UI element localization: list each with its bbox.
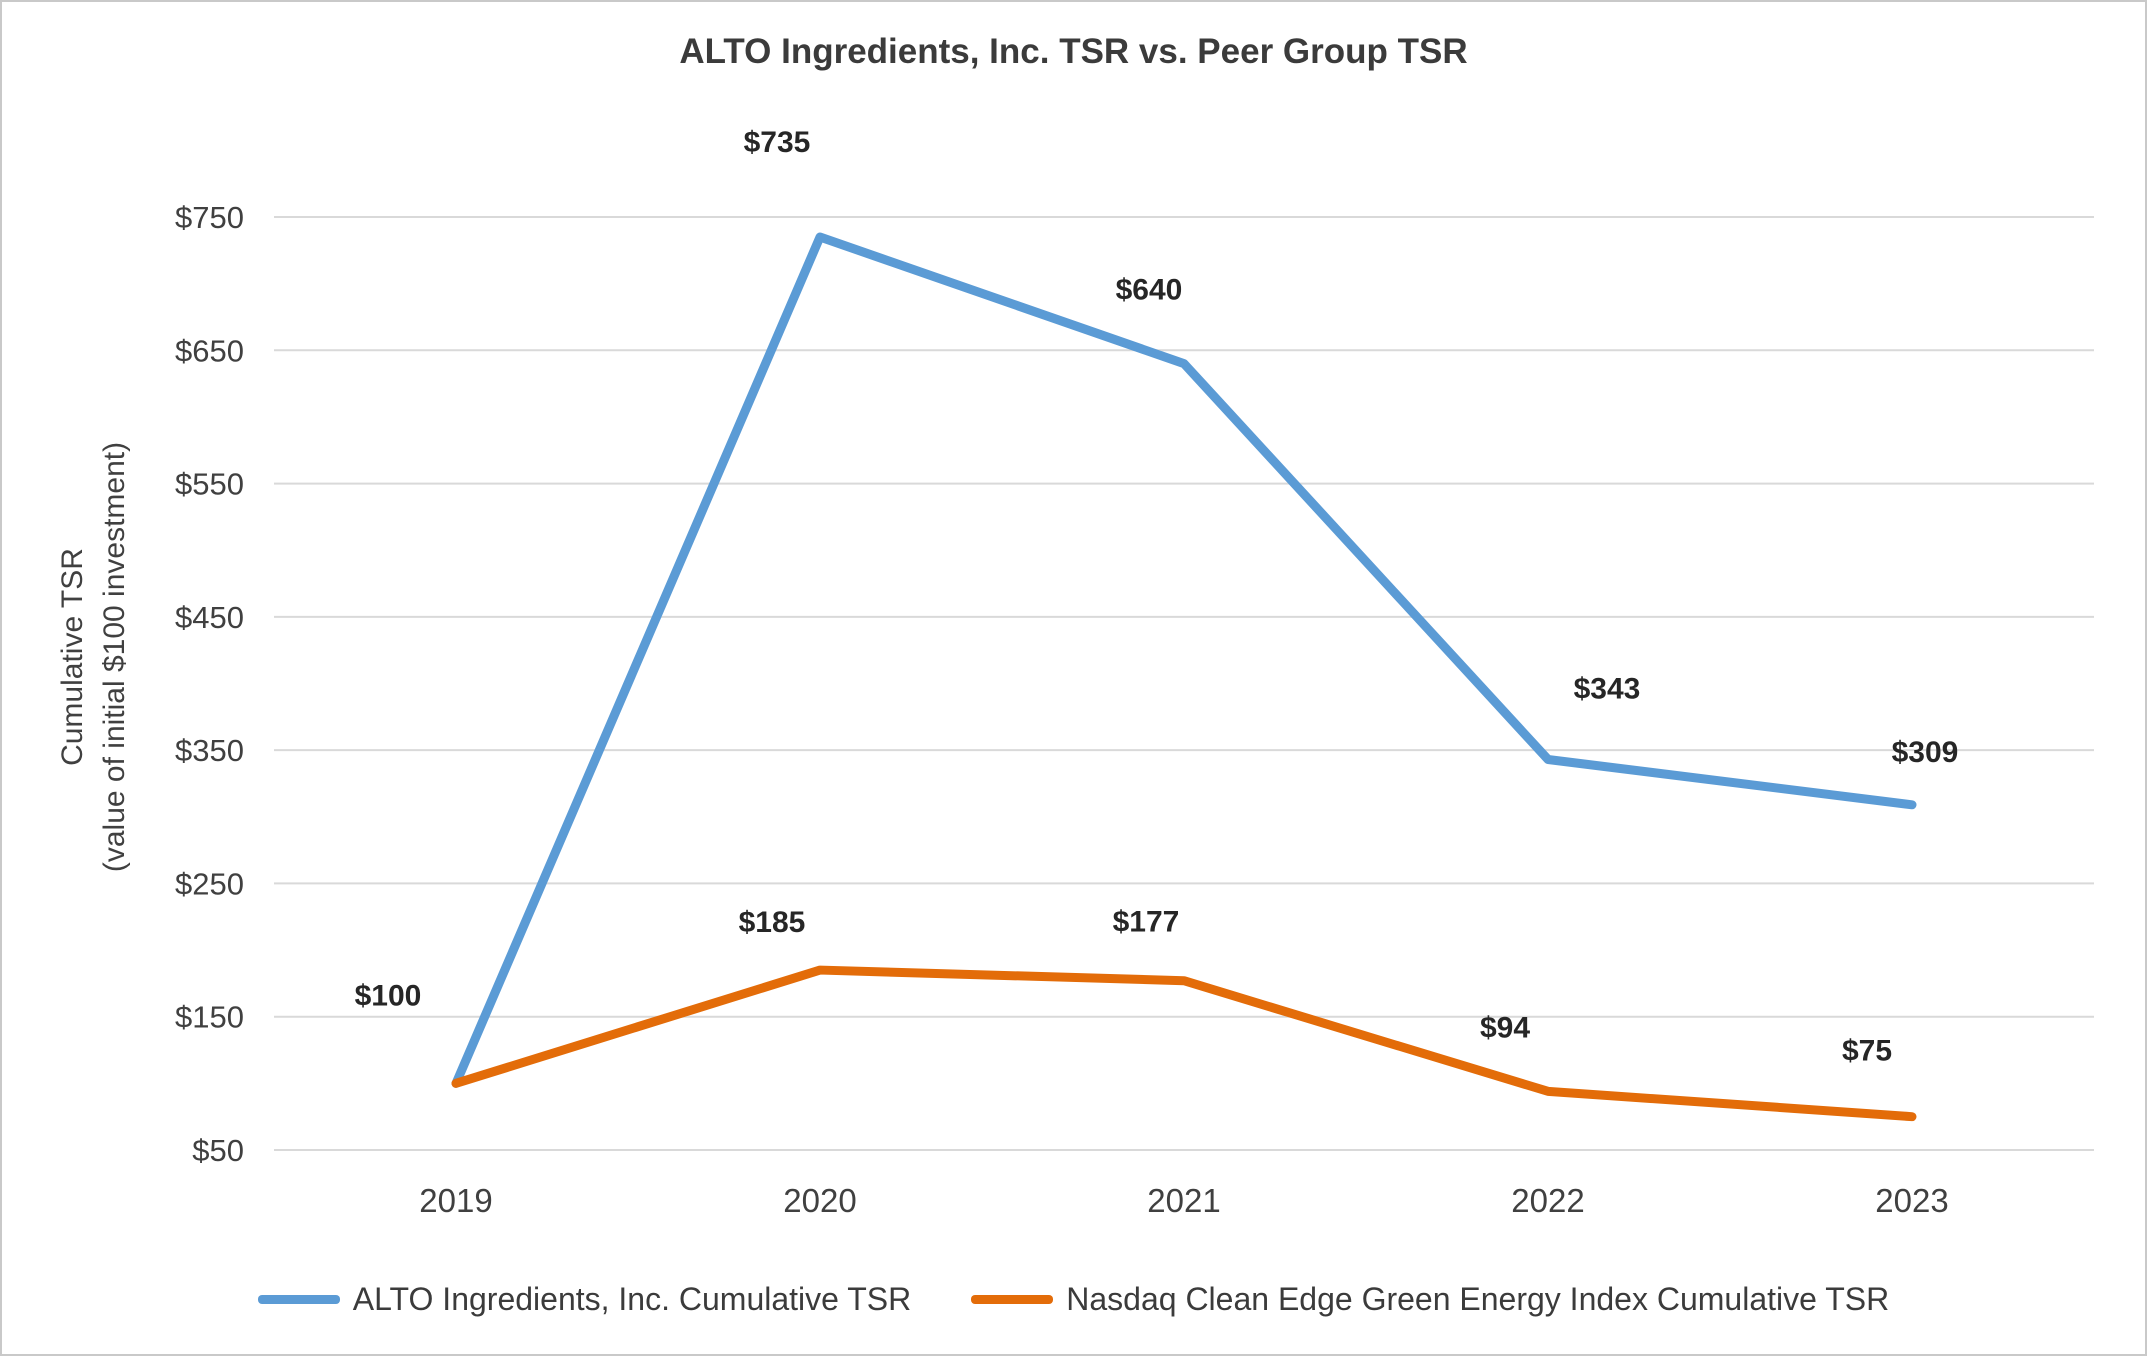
y-tick-label: $650 (175, 333, 244, 368)
y-tick-label: $450 (175, 600, 244, 635)
y-tick-label: $50 (192, 1133, 244, 1168)
data-label: $177 (1113, 906, 1180, 939)
data-label: $343 (1574, 672, 1641, 705)
legend-label: Nasdaq Clean Edge Green Energy Index Cum… (1066, 1280, 1890, 1317)
chart-title: ALTO Ingredients, Inc. TSR vs. Peer Grou… (679, 32, 1468, 71)
y-tick-label: $350 (175, 733, 244, 768)
data-label: $94 (1480, 1011, 1530, 1044)
data-label: $100 (355, 979, 422, 1012)
x-tick-label: 2022 (1511, 1182, 1584, 1219)
data-label: $185 (739, 906, 806, 939)
x-tick-label: 2021 (1147, 1182, 1220, 1219)
data-label: $75 (1842, 1035, 1892, 1068)
y-tick-label: $750 (175, 200, 244, 235)
series-line-1 (451, 965, 1917, 1122)
y-tick-label: $150 (175, 1000, 244, 1035)
x-tick-label: 2019 (419, 1182, 492, 1219)
data-label: $309 (1892, 736, 1959, 769)
legend-line-swatch (971, 1294, 1054, 1304)
data-label: $640 (1116, 274, 1183, 307)
x-tick-label: 2023 (1875, 1182, 1948, 1219)
legend: ALTO Ingredients, Inc. Cumulative TSR Nas… (2, 1260, 2145, 1338)
legend-item-0: ALTO Ingredients, Inc. Cumulative TSR (257, 1280, 912, 1318)
legend-label: ALTO Ingredients, Inc. Cumulative TSR (352, 1280, 912, 1317)
data-label: $735 (744, 126, 811, 159)
legend-item-1: Nasdaq Clean Edge Green Energy Index Cum… (971, 1281, 1889, 1318)
y-tick-label: $250 (175, 866, 244, 901)
x-tick-label: 2020 (783, 1182, 856, 1219)
legend-line-swatch (257, 1294, 340, 1304)
y-tick-label: $550 (175, 467, 244, 502)
series-line-0 (451, 232, 1917, 1088)
